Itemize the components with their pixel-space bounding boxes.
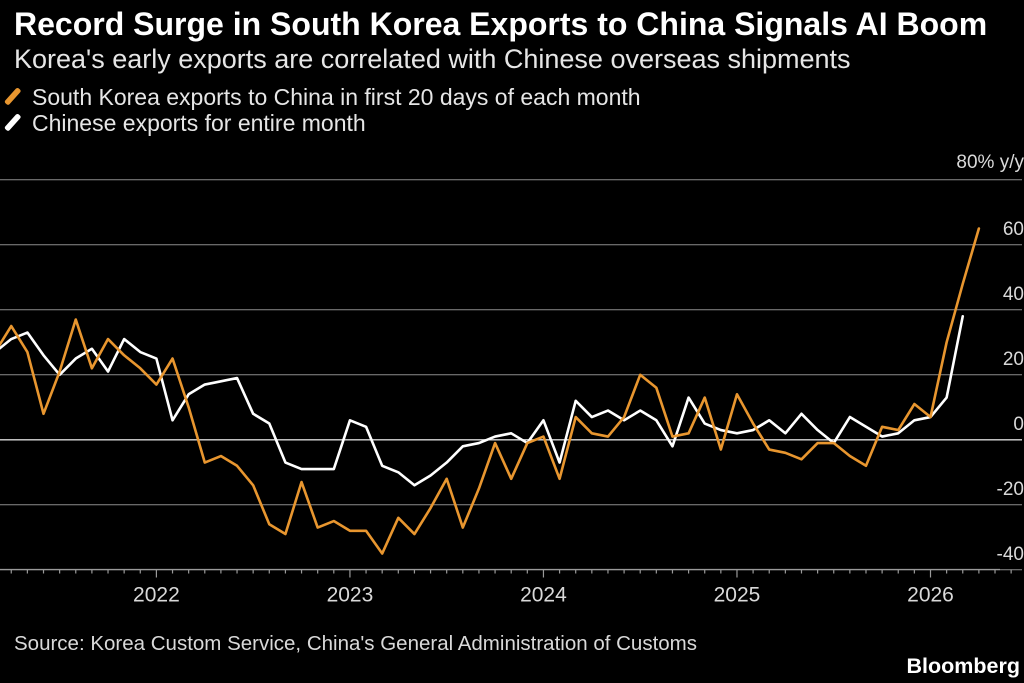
- svg-text:2026: 2026: [907, 584, 954, 607]
- svg-text:-40: -40: [997, 544, 1024, 565]
- svg-text:-20: -20: [997, 479, 1024, 500]
- svg-text:0: 0: [1013, 414, 1024, 435]
- svg-text:2025: 2025: [714, 584, 761, 607]
- svg-text:2023: 2023: [327, 584, 374, 607]
- svg-text:60: 60: [1003, 219, 1024, 240]
- svg-text:20: 20: [1003, 349, 1024, 370]
- svg-text:80% y/y: 80% y/y: [956, 152, 1024, 173]
- svg-text:2022: 2022: [133, 584, 180, 607]
- svg-text:40: 40: [1003, 284, 1024, 305]
- svg-text:2024: 2024: [520, 584, 567, 607]
